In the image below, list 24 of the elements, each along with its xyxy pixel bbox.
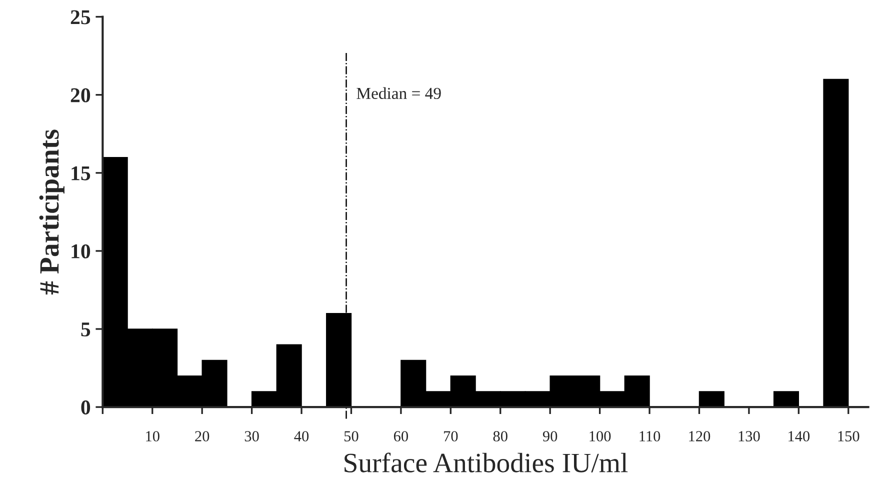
- x-tick-label: 40: [294, 431, 309, 442]
- y-tick-label: 25: [70, 10, 90, 24]
- x-tick-label: 50: [344, 431, 358, 442]
- x-axis-title: Surface Antibodies IU/ml: [344, 452, 628, 472]
- y-axis-title: # Participants: [39, 130, 64, 294]
- y-tick-label: 20: [70, 88, 90, 102]
- x-tick-label: 110: [640, 431, 660, 442]
- x-tick-label: 150: [838, 431, 860, 442]
- y-tick-label: 15: [72, 166, 90, 180]
- x-tick-label: 120: [689, 431, 710, 442]
- x-tick-label: 140: [788, 431, 810, 442]
- x-tick-label: 20: [195, 431, 210, 442]
- x-tick-label: 60: [394, 431, 408, 442]
- ref-line-label: Median = 49: [356, 87, 441, 100]
- x-tick-label: 70: [444, 431, 458, 442]
- x-tick-label: 130: [738, 431, 760, 442]
- x-tick-label: 80: [493, 431, 508, 442]
- y-tick-label: 10: [72, 244, 90, 258]
- x-tick-label: 100: [590, 431, 611, 442]
- y-tick-label: 5: [81, 322, 90, 336]
- x-tick-label: 30: [244, 431, 259, 442]
- x-tick-label: 10: [146, 431, 160, 442]
- y-tick-label: 0: [81, 400, 90, 414]
- x-tick-label: 90: [542, 431, 558, 442]
